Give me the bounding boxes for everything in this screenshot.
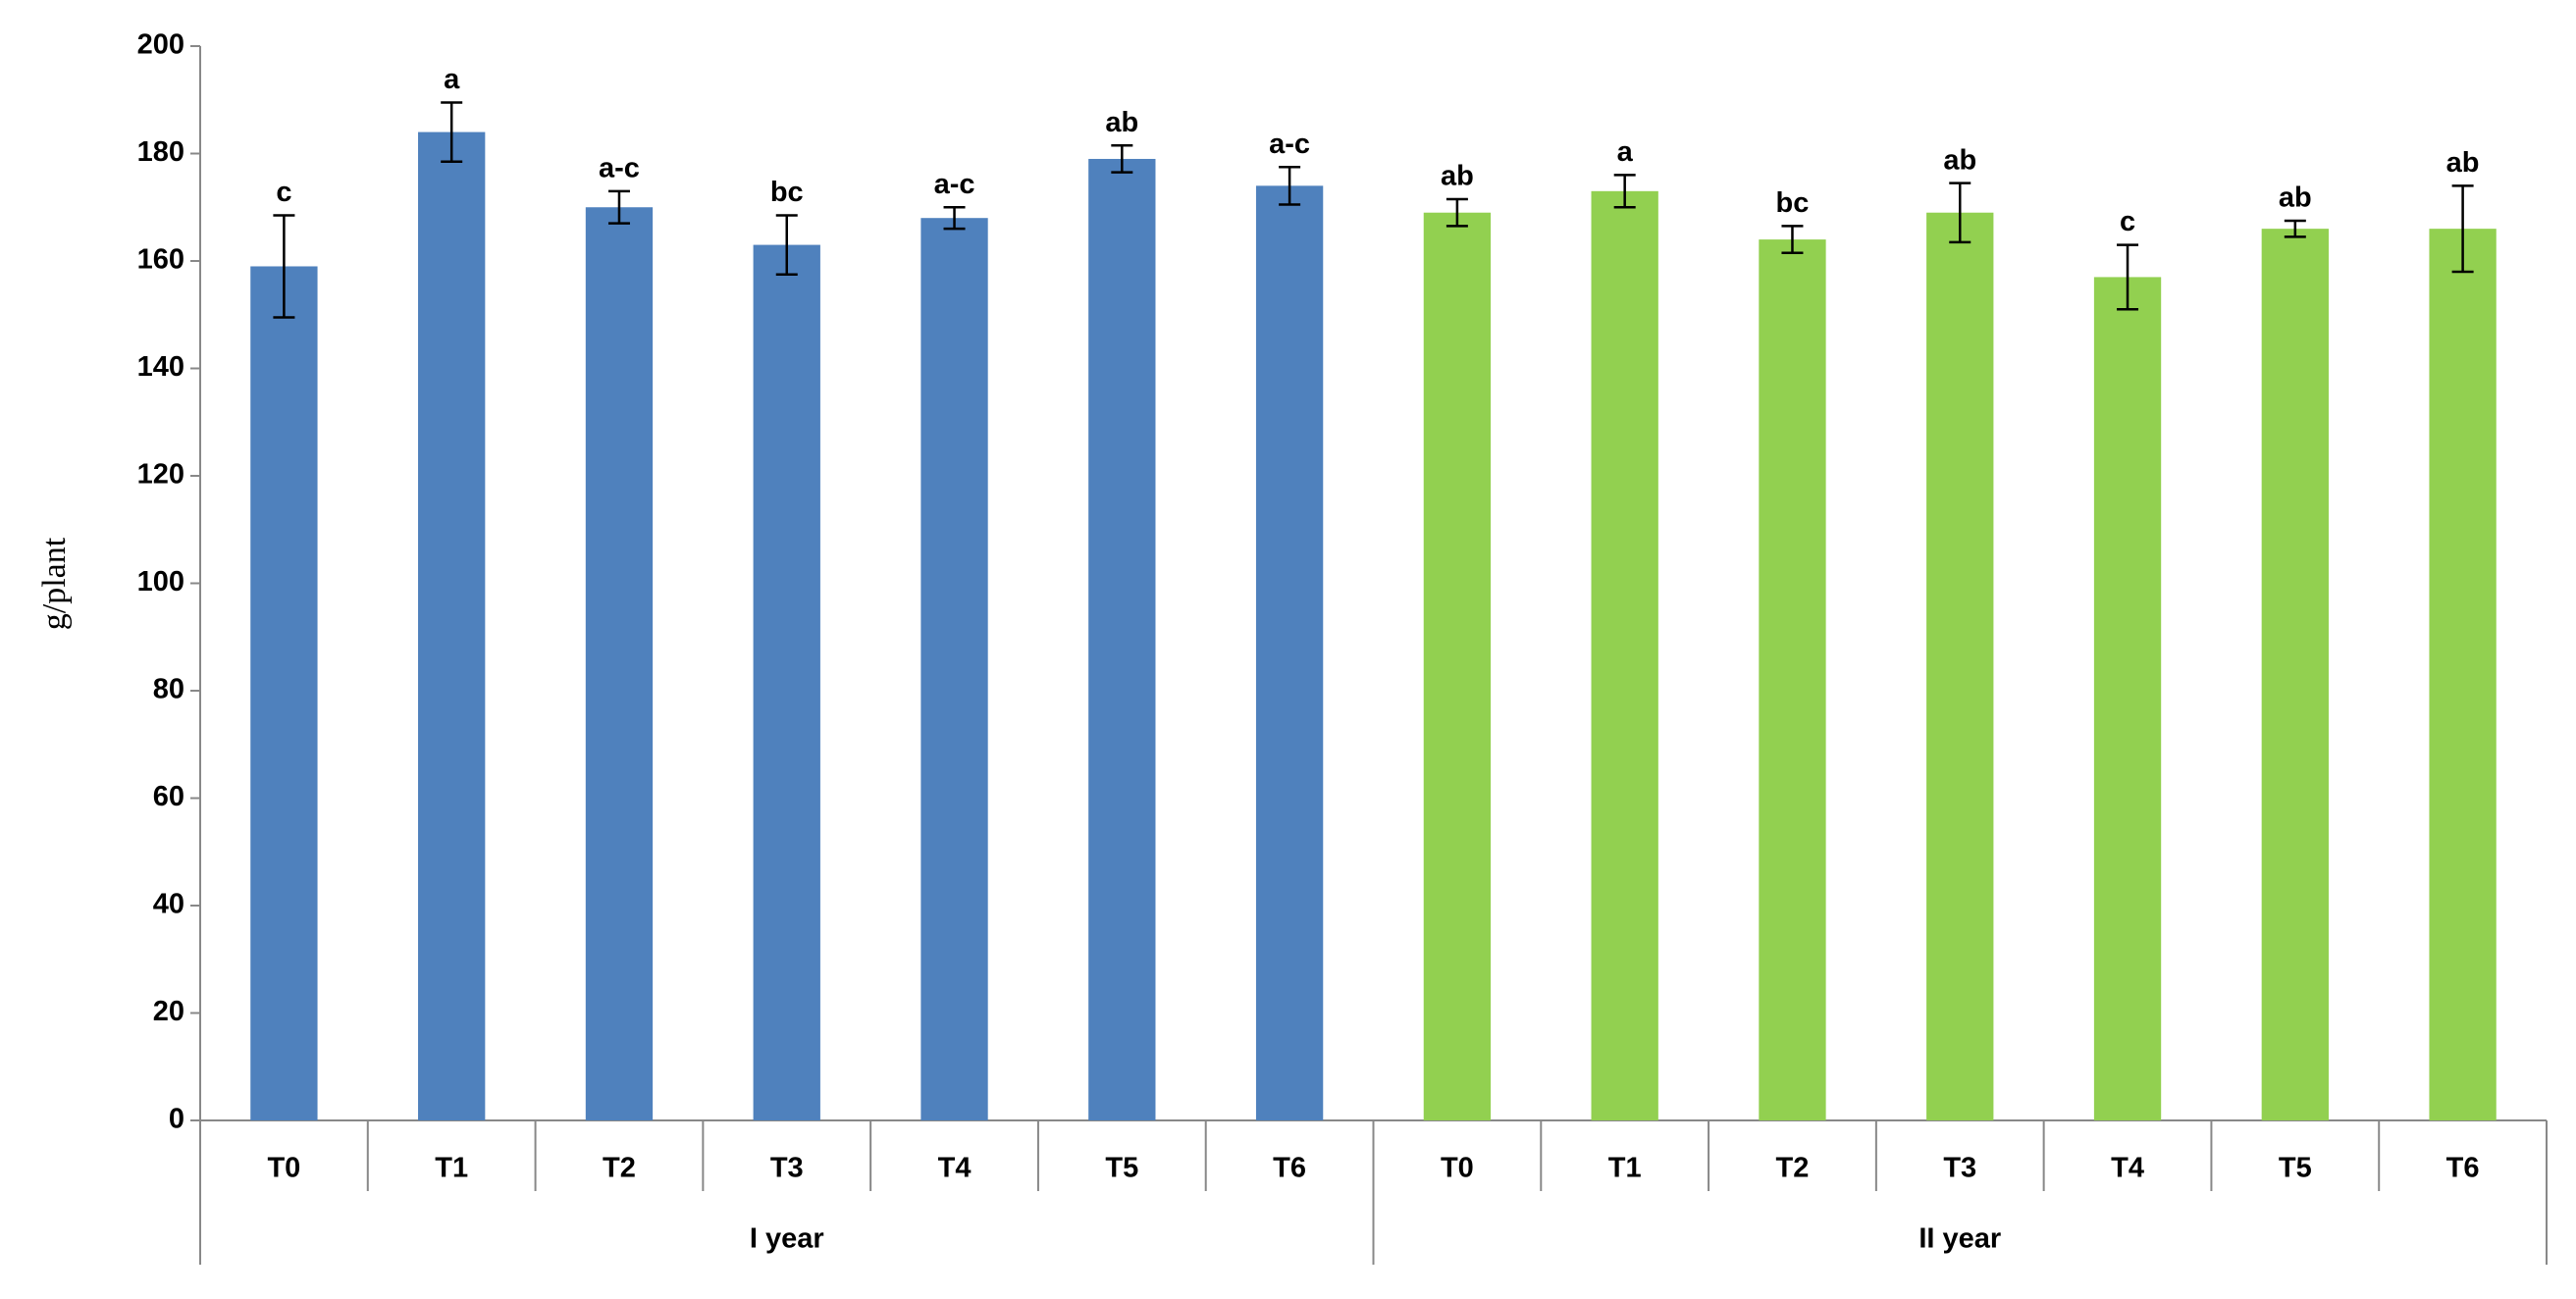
y-tick-label: 100 [137, 566, 184, 598]
error-bar [1781, 225, 1804, 255]
significance-letter: ab [2446, 147, 2480, 179]
x-tick-label: T2 [603, 1153, 636, 1184]
bar [1088, 158, 1156, 1121]
y-tick-label: 0 [169, 1104, 184, 1135]
bar [418, 131, 486, 1121]
x-tick-label: T1 [1608, 1153, 1642, 1184]
bar [1759, 239, 1826, 1121]
error-bar [1613, 174, 1636, 209]
significance-letter: ab [1943, 144, 1976, 176]
x-tick-label: T0 [267, 1153, 300, 1184]
y-axis-label: g/plant [36, 537, 73, 630]
x-tick-label: T6 [1273, 1153, 1306, 1184]
significance-letter: c [2120, 206, 2135, 237]
x-tick-label: T6 [2446, 1153, 2480, 1184]
bar [2093, 277, 2162, 1120]
significance-letter: a-c [599, 152, 640, 183]
significance-letter: ab [1105, 107, 1138, 138]
error-bar [1279, 165, 1301, 206]
bar [753, 244, 820, 1120]
error-bar [1949, 182, 1971, 244]
error-bar [1111, 144, 1133, 174]
bar [1591, 190, 1658, 1120]
error-bar [2117, 243, 2139, 311]
error-bar [775, 214, 798, 276]
significance-letter: bc [1776, 187, 1810, 219]
x-tick-label: T4 [2111, 1153, 2144, 1184]
y-tick-label: 80 [153, 674, 184, 705]
error-bar [607, 189, 630, 225]
y-tick-label: 120 [137, 459, 184, 491]
bar [920, 218, 988, 1120]
error-bar [273, 214, 295, 319]
y-tick-label: 200 [137, 29, 184, 61]
x-tick-label: T5 [2279, 1153, 2312, 1184]
significance-letter: a-c [934, 169, 975, 200]
y-tick-label: 140 [137, 351, 184, 383]
group-label: II year [1919, 1223, 2001, 1255]
bar [585, 207, 654, 1120]
y-tick-label: 20 [153, 996, 184, 1027]
group-label: I year [750, 1223, 824, 1255]
x-tick-label: T4 [938, 1153, 972, 1184]
error-bar [1446, 197, 1468, 228]
bar [250, 266, 318, 1121]
y-tick-label: 60 [153, 781, 184, 812]
significance-letter: a [444, 64, 460, 95]
significance-letter: ab [1441, 161, 1474, 192]
x-tick-label: T3 [770, 1153, 804, 1184]
x-tick-label: T0 [1441, 1153, 1474, 1184]
significance-letter: a [1617, 136, 1634, 168]
x-tick-label: T1 [435, 1153, 468, 1184]
y-tick-label: 160 [137, 244, 184, 276]
bar [2429, 229, 2497, 1120]
x-tick-label: T2 [1776, 1153, 1810, 1184]
significance-letter: a-c [1269, 129, 1310, 160]
x-tick-label: T3 [1943, 1153, 1976, 1184]
bar [1423, 212, 1492, 1121]
significance-letter: c [276, 177, 291, 208]
y-tick-label: 40 [153, 889, 184, 920]
error-bar [943, 206, 966, 231]
error-bar [441, 101, 463, 163]
y-tick-label: 180 [137, 136, 184, 168]
bar [1926, 212, 1994, 1121]
bar [2261, 229, 2329, 1120]
bar [1255, 185, 1324, 1121]
x-tick-label: T5 [1105, 1153, 1138, 1184]
error-bar [2284, 219, 2306, 238]
significance-letter: ab [2279, 182, 2312, 214]
error-bar [2451, 184, 2474, 274]
significance-letter: bc [770, 177, 804, 208]
